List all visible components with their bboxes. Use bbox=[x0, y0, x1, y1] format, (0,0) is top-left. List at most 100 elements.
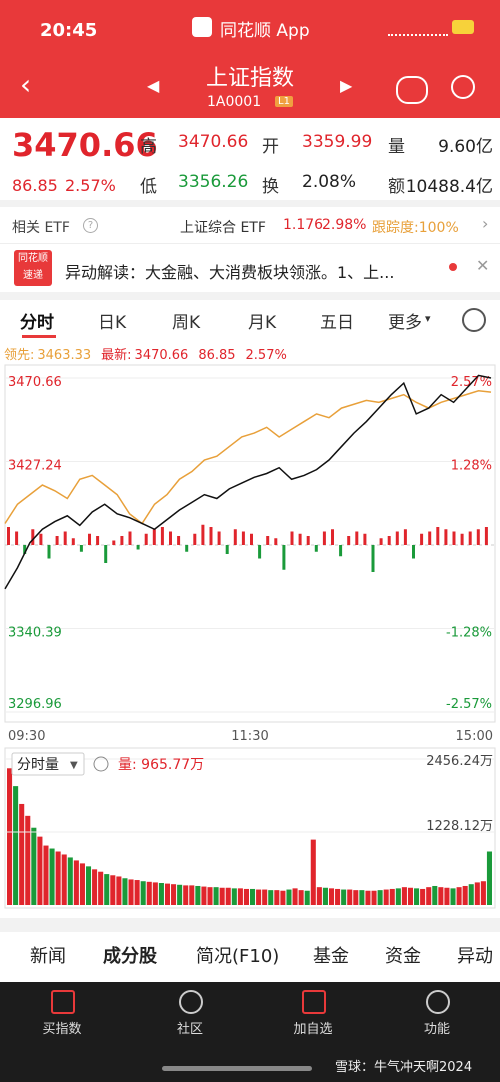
volume-bar bbox=[146, 881, 152, 905]
bottom-tab[interactable]: 基金 bbox=[313, 946, 349, 967]
flow-bar bbox=[160, 527, 164, 545]
flow-bar bbox=[403, 529, 407, 545]
flow-bar bbox=[339, 545, 343, 557]
back[interactable]: ‹ bbox=[20, 68, 32, 101]
flow-bar bbox=[193, 533, 197, 545]
flow-bar bbox=[120, 536, 124, 545]
volume-bar bbox=[37, 836, 43, 905]
settings-icon[interactable] bbox=[462, 308, 486, 332]
flow-bar bbox=[185, 545, 189, 552]
flow-bar bbox=[79, 545, 83, 552]
volume-bar bbox=[158, 883, 164, 905]
flow-bar bbox=[47, 545, 51, 559]
flow-bar bbox=[290, 531, 294, 545]
legend-text: 2.57% bbox=[246, 348, 287, 363]
field-label: 开 bbox=[262, 137, 279, 157]
flow-bar bbox=[347, 536, 351, 545]
level-badge: L1 bbox=[275, 96, 293, 107]
tab[interactable]: 月K bbox=[248, 313, 277, 333]
flow-bar bbox=[177, 536, 181, 545]
next[interactable]: ▶ bbox=[340, 76, 353, 95]
volume-bar bbox=[407, 887, 414, 905]
bottom-tab[interactable]: 异动 bbox=[457, 946, 493, 967]
nav-label[interactable]: 功能 bbox=[423, 1022, 450, 1037]
divider bbox=[0, 918, 500, 932]
volume-bar bbox=[183, 885, 189, 905]
tab[interactable]: 分时 bbox=[20, 313, 54, 333]
flow-bar bbox=[460, 533, 464, 545]
nav-label[interactable]: 社区 bbox=[176, 1022, 203, 1037]
help-icon[interactable]: ? bbox=[83, 218, 98, 233]
field-value: 3356.26 bbox=[178, 172, 249, 192]
legend-text: 领先: bbox=[4, 348, 34, 363]
news-text[interactable]: 异动解读：大金融、大消费板块领涨。1、上... bbox=[65, 263, 395, 282]
bottom-tab[interactable]: 新闻 bbox=[30, 946, 66, 967]
flow-bar bbox=[128, 531, 132, 545]
volume-bar bbox=[140, 881, 146, 905]
field-value: 2.08% bbox=[302, 172, 357, 192]
volume-bar bbox=[262, 889, 268, 905]
flow-bar bbox=[201, 524, 205, 545]
volume-bar bbox=[201, 886, 207, 905]
flow-bar bbox=[468, 531, 472, 545]
robot-icon[interactable] bbox=[396, 76, 428, 104]
help-icon bbox=[93, 756, 109, 772]
volume-bar bbox=[110, 875, 116, 905]
tab[interactable]: 日K bbox=[98, 313, 127, 333]
nav-icon[interactable] bbox=[302, 990, 326, 1014]
volume-bar bbox=[85, 866, 92, 905]
flow-bar bbox=[23, 545, 27, 554]
chevron[interactable]: › bbox=[482, 214, 489, 233]
time-label: 11:30 bbox=[231, 729, 268, 744]
flow-bar bbox=[169, 531, 172, 545]
battery bbox=[452, 20, 474, 34]
flow-bar bbox=[209, 527, 213, 545]
flow-bar bbox=[387, 536, 391, 545]
volume-bar bbox=[189, 885, 195, 905]
dropdown-arrow: ▼ bbox=[70, 760, 78, 771]
volume-bar bbox=[116, 876, 122, 905]
field-label: 额 bbox=[388, 177, 405, 197]
volume-bar bbox=[474, 882, 480, 905]
volume-bar bbox=[104, 874, 110, 905]
field-label: 换 bbox=[262, 177, 279, 197]
nav-icon[interactable] bbox=[426, 990, 450, 1014]
volume-bar bbox=[456, 887, 462, 905]
badge-text: 同花顺 bbox=[18, 253, 48, 264]
close[interactable]: ✕ bbox=[476, 256, 490, 275]
nav-icon[interactable] bbox=[51, 990, 75, 1014]
flow-bar bbox=[306, 536, 310, 545]
status-icons bbox=[388, 22, 448, 36]
etf-track: 跟踪度:100% bbox=[372, 220, 459, 236]
volume-bar bbox=[377, 890, 383, 905]
tab[interactable]: 更多 bbox=[388, 313, 422, 333]
etf-label: 相关 ETF bbox=[12, 220, 70, 236]
volume-bar bbox=[152, 882, 158, 905]
tab[interactable]: 五日 bbox=[320, 313, 354, 333]
bottom-tab[interactable]: 资金 bbox=[385, 946, 421, 967]
volume-bar bbox=[426, 887, 432, 905]
volume-bar bbox=[225, 887, 231, 905]
etf-name[interactable]: 上证综合 ETF bbox=[180, 220, 266, 236]
flow-bar bbox=[250, 533, 253, 545]
volume-bar bbox=[371, 890, 377, 905]
nav-icon[interactable] bbox=[179, 990, 203, 1014]
bottom-tab[interactable]: 简况(F10) bbox=[196, 946, 280, 967]
nav-label[interactable]: 加自选 bbox=[293, 1022, 333, 1037]
pct-tick-label: -2.57% bbox=[446, 697, 492, 712]
flow-bar bbox=[63, 531, 67, 545]
news-badge: 同花顺 速递 bbox=[14, 250, 52, 286]
flow-bar bbox=[96, 536, 100, 545]
volume-bar bbox=[231, 888, 237, 905]
bottom-tab[interactable]: 成分股 bbox=[103, 946, 157, 967]
nav-label[interactable]: 买指数 bbox=[42, 1022, 82, 1037]
volume-bar bbox=[122, 878, 128, 905]
volume-bar bbox=[304, 890, 310, 905]
prev[interactable]: ◀ bbox=[147, 76, 160, 95]
tab[interactable]: 周K bbox=[172, 313, 201, 333]
volume-bar bbox=[19, 803, 25, 905]
search-icon[interactable] bbox=[451, 75, 475, 99]
volume-bar bbox=[98, 871, 104, 905]
volume-bar bbox=[292, 888, 298, 905]
